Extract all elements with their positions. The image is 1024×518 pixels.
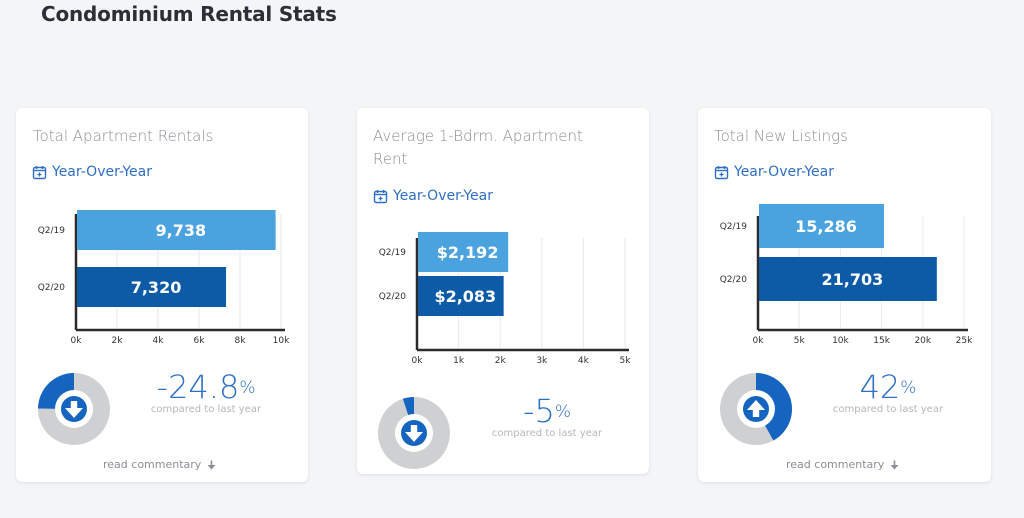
arrow-down-icon (401, 420, 427, 446)
bar[interactable] (759, 204, 884, 248)
bar-chart-total-rentals: Q2/19 9,738 Q2/20 7,320 0k 2k 4k 6k 8k 10k (38, 210, 290, 346)
bar[interactable] (418, 276, 504, 316)
change-summary: 42% compared to last year (818, 370, 958, 415)
tick-label: 1k (453, 356, 465, 366)
bar[interactable] (418, 232, 509, 272)
tick-label: 6k (194, 336, 206, 346)
calendar-icon (714, 165, 729, 179)
category-label: Q2/19 (38, 226, 66, 236)
change-caption: compared to last year (832, 404, 944, 415)
arrow-down-icon (61, 396, 87, 422)
read-commentary-label: read commentary (103, 458, 202, 471)
tick-label: 10k (273, 336, 290, 346)
card-average-rent: Average 1-Bdrm. Apartment Rent Year-Over… (357, 108, 649, 474)
tick-label: 0k (71, 336, 83, 346)
tick-label: 8k (235, 336, 247, 346)
bar-value-label: 15,286 (795, 217, 857, 236)
card-total-apartment-rentals: Total Apartment Rentals Year-Over-Year Q… (16, 108, 308, 482)
calendar-icon (32, 165, 47, 179)
change-caption: compared to last year (150, 404, 262, 415)
read-commentary-link[interactable]: read commentary (103, 458, 216, 471)
card-total-new-listings: Total New Listings Year-Over-Year Q2/19 1… (698, 108, 991, 482)
tick-label: 5k (620, 356, 632, 366)
change-donut (378, 397, 450, 469)
card-title: Total New Listings (714, 127, 848, 145)
bar-value-label: $2,083 (434, 287, 496, 306)
tick-label: 25k (956, 336, 973, 346)
change-percent: -24.8% (156, 368, 256, 406)
change-percent: -5% (522, 392, 572, 430)
period-selector[interactable]: Year-Over-Year (714, 164, 834, 180)
calendar-icon (373, 189, 388, 203)
arrow-down-icon (890, 460, 899, 469)
page-title: Condominium Rental Stats (41, 2, 337, 26)
bar-chart-average-rent: Q2/19 $2,192 Q2/20 $2,083 0k 1k 2k 3k 4k 5k (379, 232, 632, 366)
category-label: Q2/19 (720, 222, 748, 232)
change-percent: 42% (859, 368, 917, 406)
tick-label: 20k (914, 336, 931, 346)
tick-label: 2k (112, 336, 124, 346)
change-caption: compared to last year (491, 428, 603, 439)
read-commentary-label: read commentary (786, 458, 885, 471)
read-commentary-link[interactable]: read commentary (786, 458, 899, 471)
card-title: Average 1-Bdrm. Apartment Rent (373, 127, 583, 168)
tick-label: 0k (412, 356, 424, 366)
bar-chart-new-listings: Q2/19 15,286 Q2/20 21,703 0k 5k 10k 15k 20k 25k (720, 204, 973, 346)
bar[interactable] (759, 257, 937, 301)
category-label: Q2/19 (379, 248, 407, 258)
change-summary: -24.8% compared to last year (136, 370, 276, 415)
category-label: Q2/20 (379, 292, 407, 302)
period-selector[interactable]: Year-Over-Year (373, 188, 493, 204)
category-label: Q2/20 (38, 283, 66, 293)
tick-label: 4k (153, 336, 165, 346)
change-donut (720, 373, 792, 445)
tick-label: 4k (578, 356, 590, 366)
change-summary: -5% compared to last year (477, 394, 617, 439)
bar[interactable] (77, 210, 276, 250)
tick-label: 10k (832, 336, 849, 346)
category-label: Q2/20 (720, 275, 748, 285)
tick-label: 15k (873, 336, 890, 346)
bar-value-label: 9,738 (156, 221, 207, 240)
tick-label: 5k (794, 336, 806, 346)
bar-value-label: 7,320 (131, 278, 182, 297)
period-label: Year-Over-Year (734, 164, 834, 180)
arrow-down-icon (207, 460, 216, 469)
tick-label: 3k (536, 356, 548, 366)
bar-value-label: 21,703 (822, 270, 884, 289)
tick-label: 2k (495, 356, 507, 366)
arrow-up-icon (743, 396, 769, 422)
period-label: Year-Over-Year (393, 188, 493, 204)
tick-label: 0k (753, 336, 765, 346)
period-selector[interactable]: Year-Over-Year (32, 164, 152, 180)
period-label: Year-Over-Year (52, 164, 152, 180)
card-title: Total Apartment Rentals (33, 127, 214, 145)
change-donut (38, 373, 110, 445)
bar-value-label: $2,192 (437, 243, 499, 262)
bar[interactable] (77, 267, 227, 307)
